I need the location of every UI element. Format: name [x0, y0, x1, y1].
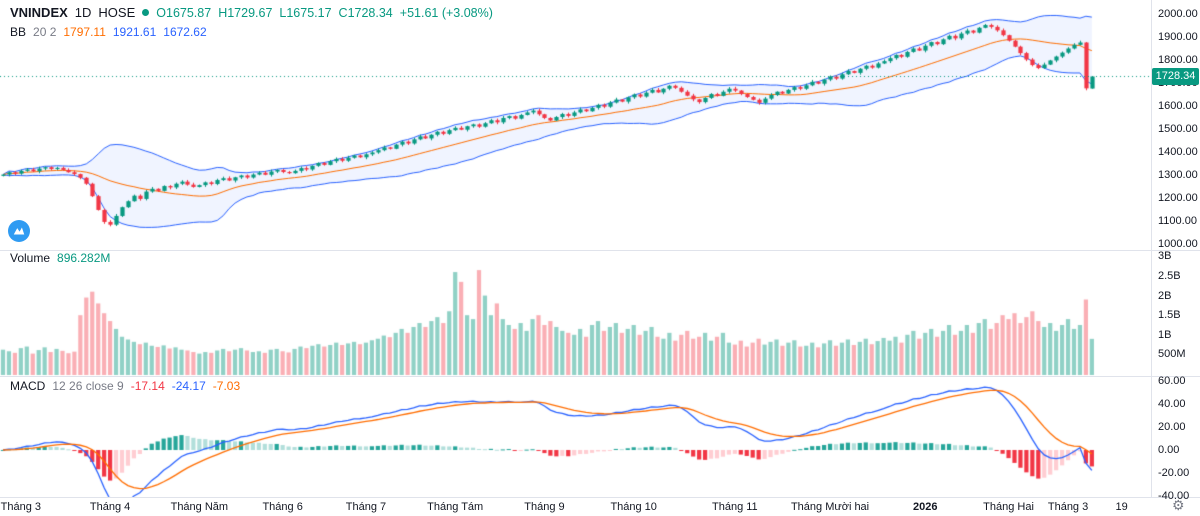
bb-indicator-params: 20 2: [33, 25, 57, 39]
macd-label[interactable]: MACD: [10, 379, 46, 393]
interval-label[interactable]: 1D: [74, 5, 92, 20]
change-value: +51.61 (+3.08%): [399, 5, 493, 20]
watermark-logo-icon[interactable]: [8, 220, 30, 242]
price-axis-divider: [1151, 0, 1152, 497]
pane-divider-price-volume[interactable]: [0, 250, 1200, 251]
mountain-icon: [13, 227, 25, 235]
settings-gear-icon[interactable]: ⚙: [1172, 497, 1185, 513]
macd-params: 12 26 close 9: [52, 379, 124, 393]
bb-indicator-legend: BB 20 2 1797.11 1921.61 1672.62: [10, 25, 207, 39]
last-price-label: 1728.34: [1152, 68, 1199, 85]
time-axis-divider: [0, 497, 1200, 498]
close-value: C1728.34: [338, 5, 393, 20]
volume-legend: Volume 896.282M: [10, 251, 110, 265]
symbol-name[interactable]: VNINDEX: [10, 5, 68, 20]
volume-label[interactable]: Volume: [10, 251, 51, 265]
exchange-label: HOSE: [98, 5, 136, 20]
pane-divider-volume-macd[interactable]: [0, 376, 1200, 377]
macd-line-value: -24.17: [171, 379, 206, 393]
bb-indicator-name[interactable]: BB: [10, 25, 27, 39]
low-value: L1675.17: [279, 5, 332, 20]
open-value: O1675.87: [156, 5, 212, 20]
bb-upper-value: 1921.61: [112, 25, 157, 39]
macd-signal-value: -7.03: [212, 379, 241, 393]
macd-histogram-value: -17.14: [130, 379, 165, 393]
bb-basis-value: 1797.11: [63, 25, 106, 39]
volume-value: 896.282M: [57, 251, 111, 265]
macd-legend: MACD 12 26 close 9 -17.14 -24.17 -7.03: [10, 379, 240, 393]
high-value: H1729.67: [218, 5, 273, 20]
market-status-dot-icon: [142, 9, 150, 16]
symbol-legend: VNINDEX 1D HOSE O1675.87 H1729.67 L1675.…: [10, 5, 493, 20]
bb-lower-value: 1672.62: [163, 25, 207, 39]
